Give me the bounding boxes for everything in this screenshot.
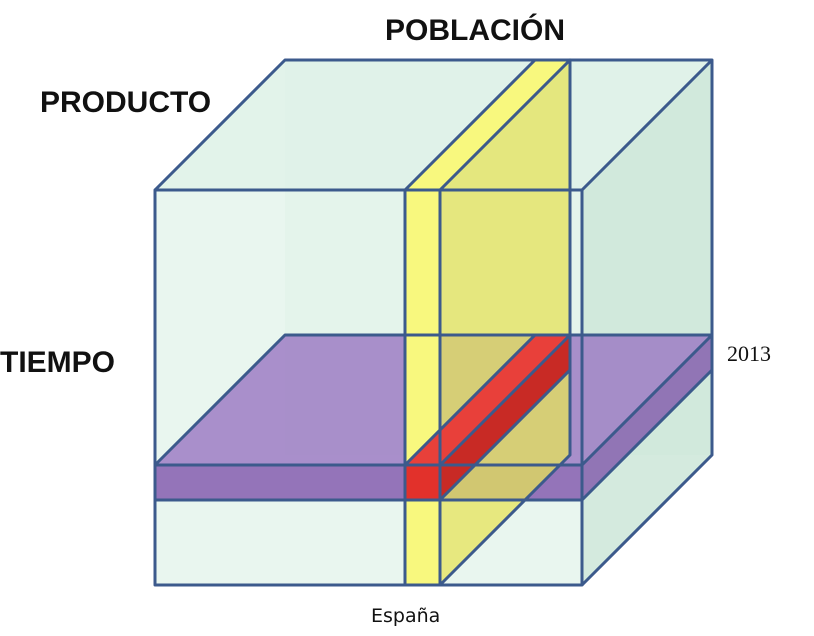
cube-top-face: [155, 60, 712, 190]
dimension-label-producto: PRODUCTO: [40, 86, 211, 119]
highlight-cell-top: [405, 335, 570, 465]
highlight-cell-front: [405, 465, 440, 500]
member-label-year: 2013: [727, 341, 771, 366]
dimension-label-tiempo: TIEMPO: [0, 346, 115, 379]
country-slice-front: [405, 190, 440, 585]
highlight-cell: [405, 335, 570, 500]
time-slice-right: [582, 335, 712, 500]
cube-edges: [153, 58, 714, 587]
highlight-cell-side: [440, 335, 570, 500]
member-label-country: España: [371, 605, 440, 627]
dimension-label-poblacion: POBLACIÓN: [385, 13, 565, 47]
country-slice-top: [405, 60, 570, 190]
